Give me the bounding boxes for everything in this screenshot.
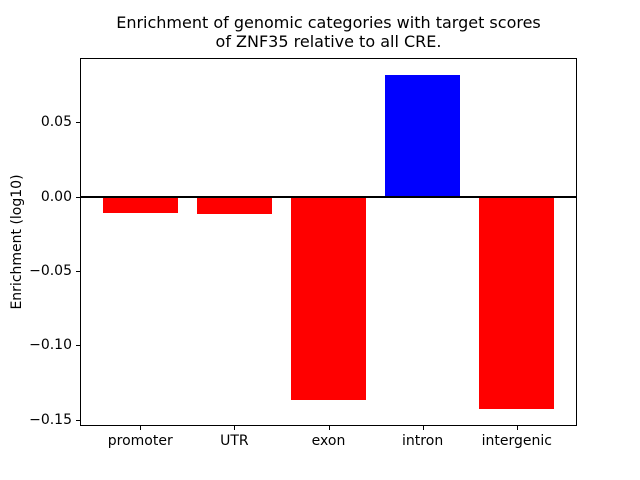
ytick-label-0: 0.05 [40,114,72,131]
xtick-label-intron: intron [402,433,444,449]
bar-promoter [102,196,178,213]
ytick-mark-4 [76,419,80,421]
ytick-mark-1 [76,196,80,198]
ytick-mark-0 [76,122,80,124]
zero-line [81,196,576,199]
xtick-mark-UTR [234,426,236,430]
bar-intergenic [479,196,555,410]
chart-title-line-2: of ZNF35 relative to all CRE. [215,32,442,51]
ytick-label-3: −0.10 [29,337,72,354]
ytick-label-2: −0.05 [29,262,72,279]
xtick-mark-intergenic [516,426,518,430]
xtick-mark-intron [422,426,424,430]
ytick-mark-3 [76,345,80,347]
chart-title-line-1: Enrichment of genomic categories with ta… [116,13,541,32]
xtick-label-intergenic: intergenic [481,433,552,449]
ytick-label-1: 0.00 [40,188,72,205]
bar-UTR [196,196,273,215]
ytick-label-4: −0.15 [29,411,72,428]
bar-exon [290,196,367,401]
ytick-mark-2 [76,270,80,272]
xtick-mark-promoter [140,426,142,430]
xtick-label-exon: exon [311,433,346,449]
xtick-label-UTR: UTR [220,433,249,449]
chart-title: Enrichment of genomic categories with ta… [80,13,577,51]
xtick-label-promoter: promoter [107,433,173,449]
xtick-mark-exon [328,426,330,430]
plot-area [80,58,577,426]
bar-intron [384,74,461,197]
